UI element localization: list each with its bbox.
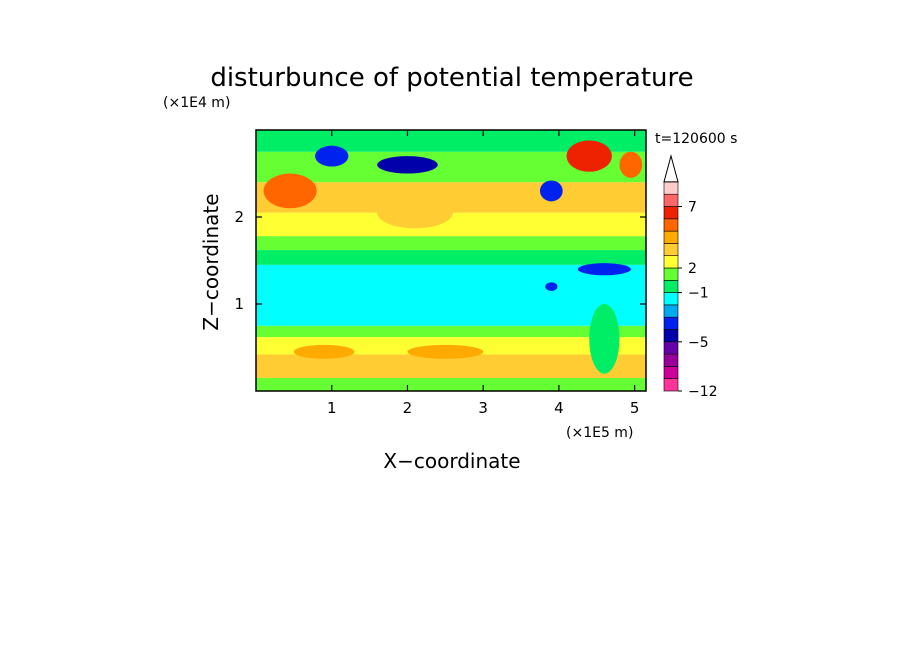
colorbar-segment xyxy=(663,353,679,367)
field-feature xyxy=(589,304,620,374)
field-band xyxy=(256,325,646,338)
colorbar-segment xyxy=(663,279,679,293)
x-tick-label: 4 xyxy=(554,399,564,417)
x-tick-label: 1 xyxy=(327,399,337,417)
colorbar-tick-label: 2 xyxy=(688,261,697,277)
x-tick-label: 2 xyxy=(403,399,413,417)
colorbar-segment xyxy=(663,341,679,355)
field-feature xyxy=(315,145,349,167)
x-tick-label: 3 xyxy=(478,399,488,417)
chart-title: disturbunce of potential temperature xyxy=(210,63,693,93)
plot-frame xyxy=(255,129,647,392)
field-feature xyxy=(377,196,453,229)
field-feature xyxy=(566,140,612,172)
field-band xyxy=(256,377,646,391)
colorbar-segment xyxy=(663,292,679,306)
colorbar-segment xyxy=(663,378,679,392)
time-label: t=120600 s xyxy=(655,131,737,147)
colorbar-tick-label: 7 xyxy=(688,200,697,216)
field-band xyxy=(256,182,646,213)
x-axis-ticks: 1 2 3 4 5 xyxy=(327,130,639,417)
colorbar-segment xyxy=(663,329,679,343)
field-band xyxy=(256,212,646,237)
field-band xyxy=(256,130,646,152)
colorbar-segment xyxy=(663,181,679,195)
y-tick-label: 1 xyxy=(234,295,244,313)
y-axis-label: Z−coordinate xyxy=(199,193,223,330)
field-feature xyxy=(377,156,438,174)
x-unit-label: (×1E5 m) xyxy=(566,425,633,441)
colorbar-segment xyxy=(663,366,679,379)
y-tick-label: 2 xyxy=(234,208,244,226)
colorbar-segment xyxy=(663,255,679,269)
colorbar-tick-label: −1 xyxy=(688,286,709,302)
field-feature xyxy=(407,344,484,359)
colorbar: 7 2 −1 −5 −12 xyxy=(663,153,718,400)
field-band xyxy=(256,250,646,265)
colorbar-segment xyxy=(663,193,679,207)
x-tick-label: 5 xyxy=(630,399,640,417)
field-band xyxy=(256,236,646,251)
colorbar-tick-label: −12 xyxy=(688,384,718,400)
field-band xyxy=(256,264,646,326)
colorbar-segment xyxy=(663,218,679,232)
colorbar-extend-arrow xyxy=(663,153,679,183)
field-feature xyxy=(619,151,643,178)
field-feature xyxy=(577,263,631,276)
colorbar-segment xyxy=(663,230,679,244)
field-band xyxy=(256,354,646,378)
colorbar-segment xyxy=(663,243,679,256)
field-feature xyxy=(545,282,558,291)
colorbar-segment xyxy=(663,316,679,330)
y-axis-ticks: 12 xyxy=(234,208,646,313)
colorbar-segment xyxy=(663,206,679,220)
field-feature xyxy=(293,344,355,359)
field-feature xyxy=(539,180,563,202)
colorbar-tick-label: −5 xyxy=(688,335,709,351)
colorbar-segment xyxy=(663,267,679,281)
field-feature xyxy=(263,173,317,209)
x-axis-label: X−coordinate xyxy=(383,449,520,473)
heatmap-field xyxy=(256,130,646,391)
y-unit-label: (×1E4 m) xyxy=(163,95,230,111)
colorbar-segment xyxy=(663,304,679,318)
